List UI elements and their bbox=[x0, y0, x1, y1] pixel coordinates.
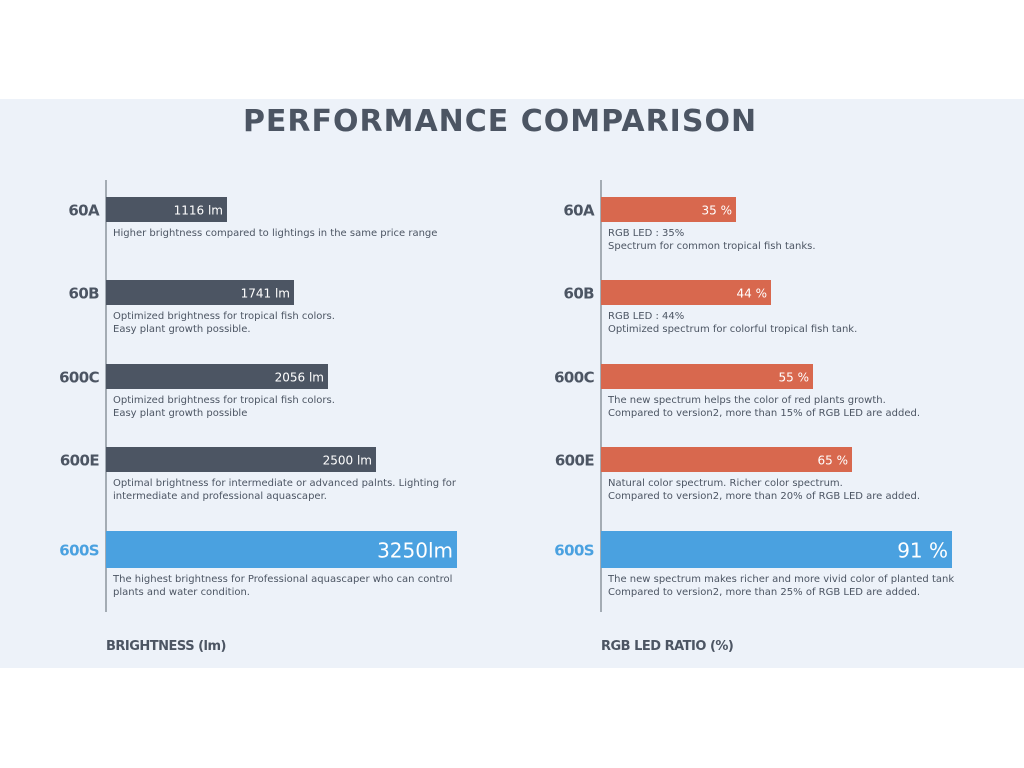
brightness-category-label: 600E bbox=[60, 452, 100, 470]
rgb-bar bbox=[601, 364, 813, 389]
brightness-description: Optimized brightness for tropical fish c… bbox=[113, 395, 335, 406]
rgb-bar bbox=[601, 280, 771, 305]
rgb-description: The new spectrum helps the color of red … bbox=[607, 395, 886, 406]
rgb-description: Compared to version2, more than 25% of R… bbox=[608, 587, 920, 598]
brightness-description: Optimal brightness for intermediate or a… bbox=[113, 478, 457, 489]
page-title: PERFORMANCE COMPARISON bbox=[242, 104, 758, 139]
brightness-axis-label: BRIGHTNESS (lm) bbox=[106, 639, 227, 654]
brightness-description: The highest brightness for Professional … bbox=[112, 574, 452, 585]
brightness-description: plants and water condition. bbox=[113, 587, 250, 598]
rgb-value-label: 91 % bbox=[897, 539, 948, 563]
rgb-category-label: 600S bbox=[554, 542, 594, 560]
rgb-value-label: 55 % bbox=[779, 371, 810, 385]
brightness-value-label: 2500 lm bbox=[323, 454, 372, 468]
brightness-description: Optimized brightness for tropical fish c… bbox=[113, 311, 335, 322]
brightness-bar bbox=[106, 447, 376, 472]
brightness-value-label: 3250lm bbox=[377, 539, 453, 563]
rgb-category-label: 600E bbox=[555, 452, 595, 470]
brightness-category-label: 600S bbox=[59, 542, 99, 560]
brightness-category-label: 600C bbox=[59, 369, 100, 387]
rgb-description: Optimized spectrum for colorful tropical… bbox=[608, 324, 857, 335]
brightness-description: Higher brightness compared to lightings … bbox=[113, 228, 437, 239]
rgb-value-label: 65 % bbox=[818, 454, 849, 468]
rgb-value-label: 35 % bbox=[702, 204, 733, 218]
rgb-bar bbox=[601, 531, 952, 568]
rgb-bar bbox=[601, 447, 852, 472]
rgb-description: Natural color spectrum. Richer color spe… bbox=[608, 478, 843, 489]
rgb-category-label: 60B bbox=[563, 285, 594, 303]
brightness-description: intermediate and professional aquascaper… bbox=[113, 491, 327, 502]
brightness-value-label: 1116 lm bbox=[174, 204, 223, 218]
brightness-bar bbox=[106, 280, 294, 305]
rgb-description: RGB LED : 35% bbox=[608, 228, 684, 239]
brightness-value-label: 2056 lm bbox=[275, 371, 324, 385]
rgb-description: Compared to version2, more than 20% of R… bbox=[608, 491, 920, 502]
brightness-description: Easy plant growth possible bbox=[113, 408, 247, 419]
brightness-value-label: 1741 lm bbox=[241, 287, 290, 301]
brightness-category-label: 60B bbox=[68, 285, 99, 303]
rgb-bar bbox=[601, 197, 736, 222]
rgb-description: Spectrum for common tropical fish tanks. bbox=[608, 241, 816, 252]
brightness-bar bbox=[106, 364, 328, 389]
brightness-category-label: 60A bbox=[68, 202, 100, 220]
brightness-description: Easy plant growth possible. bbox=[113, 324, 251, 335]
rgb-axis-label: RGB LED RATIO (%) bbox=[601, 639, 734, 654]
brightness-bar bbox=[106, 531, 457, 568]
rgb-category-label: 600C bbox=[554, 369, 595, 387]
brightness-bar bbox=[106, 197, 227, 222]
rgb-category-label: 60A bbox=[563, 202, 595, 220]
rgb-description: RGB LED : 44% bbox=[608, 311, 684, 322]
rgb-description: The new spectrum makes richer and more v… bbox=[607, 574, 954, 585]
rgb-description: Compared to version2, more than 15% of R… bbox=[608, 408, 920, 419]
rgb-value-label: 44 % bbox=[737, 287, 768, 301]
